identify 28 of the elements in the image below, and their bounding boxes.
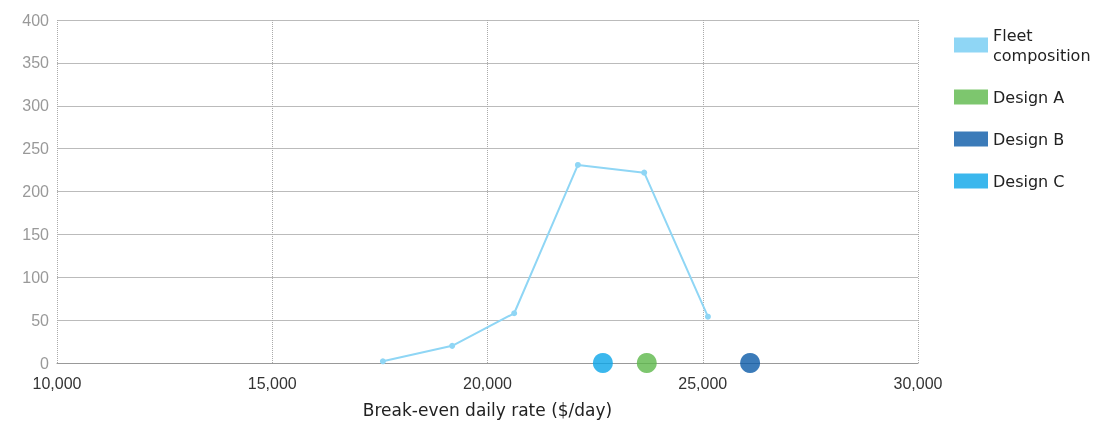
y-tick-label: 150 <box>22 225 50 243</box>
y-tick-label: 400 <box>22 11 50 29</box>
x-tick-label: 20,000 <box>463 374 513 392</box>
y-tick-label: 350 <box>22 54 50 72</box>
legend-label: Design B <box>993 129 1065 149</box>
y-tick-label: 50 <box>31 311 50 329</box>
x-axis-title: Break-even daily rate ($/day) <box>362 399 613 420</box>
legend-label: Fleet composition <box>993 25 1091 65</box>
x-tick-label: 30,000 <box>893 374 943 392</box>
y-tick-label: 200 <box>22 183 50 200</box>
point <box>511 310 518 317</box>
point <box>574 161 581 168</box>
y-tick-label: 0 <box>40 354 50 372</box>
point <box>641 169 648 176</box>
legend-label: Design C <box>993 171 1065 191</box>
legend-label: Design A <box>993 87 1065 107</box>
y-tick-label: 300 <box>22 97 50 115</box>
point <box>636 353 657 373</box>
x-tick-label: 10,000 <box>32 374 82 392</box>
point <box>379 358 386 365</box>
x-tick-label: 15,000 <box>247 374 297 392</box>
x-tick-label: 25,000 <box>678 374 728 392</box>
point <box>592 353 613 373</box>
y-tick-label: 100 <box>22 268 50 286</box>
point <box>704 313 711 320</box>
point <box>449 342 456 349</box>
y-tick-label: 250 <box>22 140 50 158</box>
point <box>740 353 761 373</box>
